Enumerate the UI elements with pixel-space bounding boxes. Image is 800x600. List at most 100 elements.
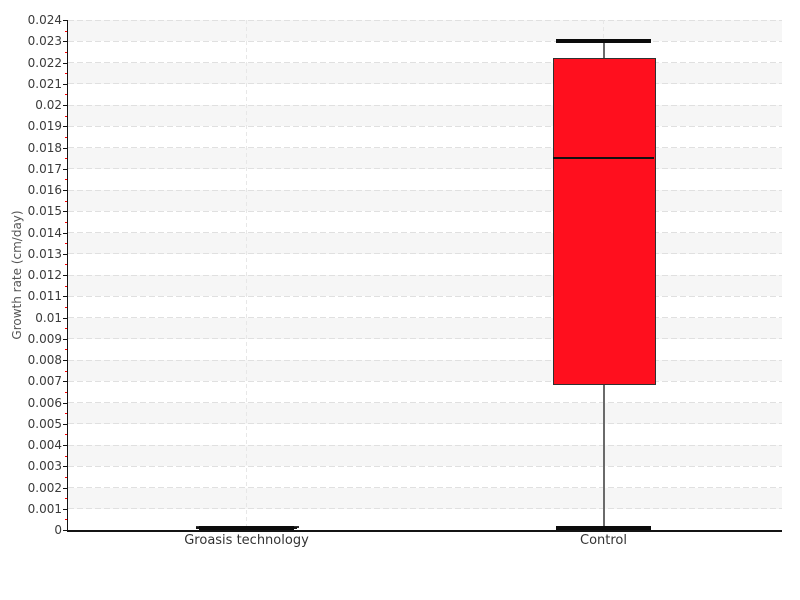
h-gridline (68, 423, 782, 425)
y-major-tick (63, 275, 68, 276)
y-major-tick (63, 83, 68, 85)
plot-band (68, 360, 782, 382)
plot-band (68, 317, 782, 339)
y-minor-tick (65, 455, 68, 457)
h-gridline (68, 274, 782, 276)
h-gridline (68, 317, 782, 318)
y-minor-tick (65, 243, 68, 245)
h-gridline (68, 104, 782, 106)
x-label-groasis-technology: Groasis technology (184, 533, 309, 548)
y-tick-label: 0.004 (27, 438, 62, 452)
y-major-tick (63, 487, 68, 489)
y-minor-tick (65, 370, 68, 372)
y-major-tick (63, 211, 68, 213)
h-gridline (68, 232, 782, 233)
y-minor-tick (65, 498, 68, 500)
h-gridline (68, 359, 782, 361)
y-minor-tick (65, 94, 68, 96)
y-minor-tick (65, 30, 68, 32)
y-tick-label: 0 (54, 523, 62, 537)
y-tick-label: 0.008 (27, 353, 62, 367)
h-gridline (68, 338, 782, 340)
y-minor-tick (65, 476, 68, 478)
median-line (553, 157, 654, 159)
h-gridline (68, 253, 782, 255)
y-tick-label: 0.024 (27, 13, 62, 27)
y-minor-tick (65, 519, 68, 521)
h-gridline (68, 487, 782, 488)
y-tick-label: 0.014 (27, 225, 62, 240)
h-gridline (68, 465, 782, 467)
lower-whisker-cap (199, 526, 294, 530)
y-tick-label: 0.013 (27, 246, 62, 261)
y-major-tick (63, 62, 68, 64)
h-gridline (68, 444, 782, 446)
y-tick-label: 0.019 (27, 119, 62, 134)
plot-band (68, 232, 782, 254)
y-minor-tick (65, 179, 68, 181)
y-minor-tick (65, 306, 68, 308)
y-major-tick (63, 445, 68, 446)
y-tick-label: 0.009 (27, 331, 62, 346)
v-gridline (246, 20, 247, 530)
y-minor-tick (65, 115, 68, 117)
y-major-tick (63, 508, 68, 510)
h-gridline (68, 62, 782, 63)
y-major-tick (63, 105, 68, 106)
y-tick-label: 0.005 (27, 416, 62, 431)
plot-band (68, 487, 782, 509)
y-minor-tick (65, 434, 68, 436)
y-major-tick (63, 530, 68, 531)
y-minor-tick (65, 413, 68, 415)
h-gridline (68, 19, 782, 21)
h-gridline (68, 295, 782, 297)
y-tick-label: 0.015 (27, 204, 62, 219)
y-tick-label: 0.006 (27, 395, 62, 410)
plot-band (68, 190, 782, 212)
plot-band (68, 20, 782, 42)
y-tick-label: 0.018 (27, 140, 62, 155)
y-major-tick (63, 338, 68, 340)
y-tick-label: 0.01 (35, 310, 62, 325)
y-minor-tick (65, 349, 68, 351)
y-tick-label: 0.02 (35, 98, 62, 112)
y-major-tick (63, 41, 68, 43)
y-major-tick (63, 20, 68, 21)
y-major-tick (63, 423, 68, 425)
y-major-tick (63, 466, 68, 468)
y-major-tick (63, 168, 68, 170)
y-minor-tick (65, 328, 68, 330)
y-minor-tick (65, 391, 68, 393)
y-tick-label: 0.016 (27, 183, 62, 197)
h-gridline (68, 125, 782, 127)
plot-band (68, 105, 782, 127)
y-minor-tick (65, 136, 68, 138)
y-major-tick (63, 360, 68, 361)
plot-band (68, 275, 782, 297)
y-tick-label: 0.011 (27, 289, 62, 304)
y-tick-label: 0.003 (27, 459, 62, 474)
y-tick-label: 0.017 (27, 161, 62, 176)
y-minor-tick (65, 221, 68, 223)
lower-whisker-stem (602, 383, 605, 530)
y-minor-tick (65, 200, 68, 202)
y-minor-tick (65, 73, 68, 75)
h-gridline (68, 83, 782, 85)
y-minor-tick (65, 264, 68, 266)
plot-band (68, 147, 782, 169)
h-gridline (68, 40, 782, 42)
h-gridline (68, 402, 782, 403)
h-gridline (68, 380, 782, 382)
y-tick-label: 0.021 (27, 76, 62, 91)
plot-area (67, 19, 782, 532)
h-gridline (68, 189, 782, 191)
y-major-tick (63, 317, 68, 319)
y-axis: 0 0.001 0.002 0.003 0.004 0.005 0.006 0.007 0.00… (0, 13, 68, 537)
y-major-tick (63, 147, 68, 149)
y-major-tick (63, 232, 68, 234)
y-tick-label: 0.022 (27, 55, 62, 70)
h-gridline (68, 508, 782, 510)
y-minor-tick (65, 285, 68, 287)
h-gridline (68, 210, 782, 212)
